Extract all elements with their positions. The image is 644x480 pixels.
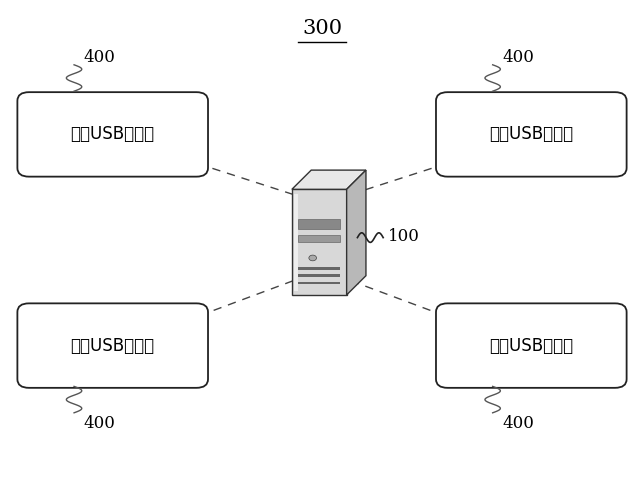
Text: 400: 400: [502, 415, 534, 432]
Text: 待测USB电子盘: 待测USB电子盘: [489, 336, 573, 355]
Text: 待测USB电子盘: 待测USB电子盘: [71, 336, 155, 355]
Text: 待测USB电子盘: 待测USB电子盘: [489, 125, 573, 144]
FancyBboxPatch shape: [298, 282, 340, 284]
Text: 400: 400: [84, 415, 115, 432]
Text: 100: 100: [388, 228, 420, 245]
FancyBboxPatch shape: [298, 219, 340, 229]
Text: 300: 300: [302, 19, 342, 38]
FancyBboxPatch shape: [17, 303, 208, 388]
FancyBboxPatch shape: [292, 189, 346, 295]
FancyBboxPatch shape: [436, 92, 627, 177]
FancyBboxPatch shape: [436, 303, 627, 388]
Text: 400: 400: [502, 49, 534, 66]
Text: 400: 400: [84, 49, 115, 66]
FancyBboxPatch shape: [298, 275, 340, 277]
Polygon shape: [346, 170, 366, 295]
Circle shape: [309, 255, 316, 261]
FancyBboxPatch shape: [294, 193, 298, 291]
Polygon shape: [292, 170, 366, 189]
FancyBboxPatch shape: [17, 92, 208, 177]
FancyBboxPatch shape: [298, 235, 340, 242]
FancyBboxPatch shape: [298, 267, 340, 270]
Text: 待测USB电子盘: 待测USB电子盘: [71, 125, 155, 144]
